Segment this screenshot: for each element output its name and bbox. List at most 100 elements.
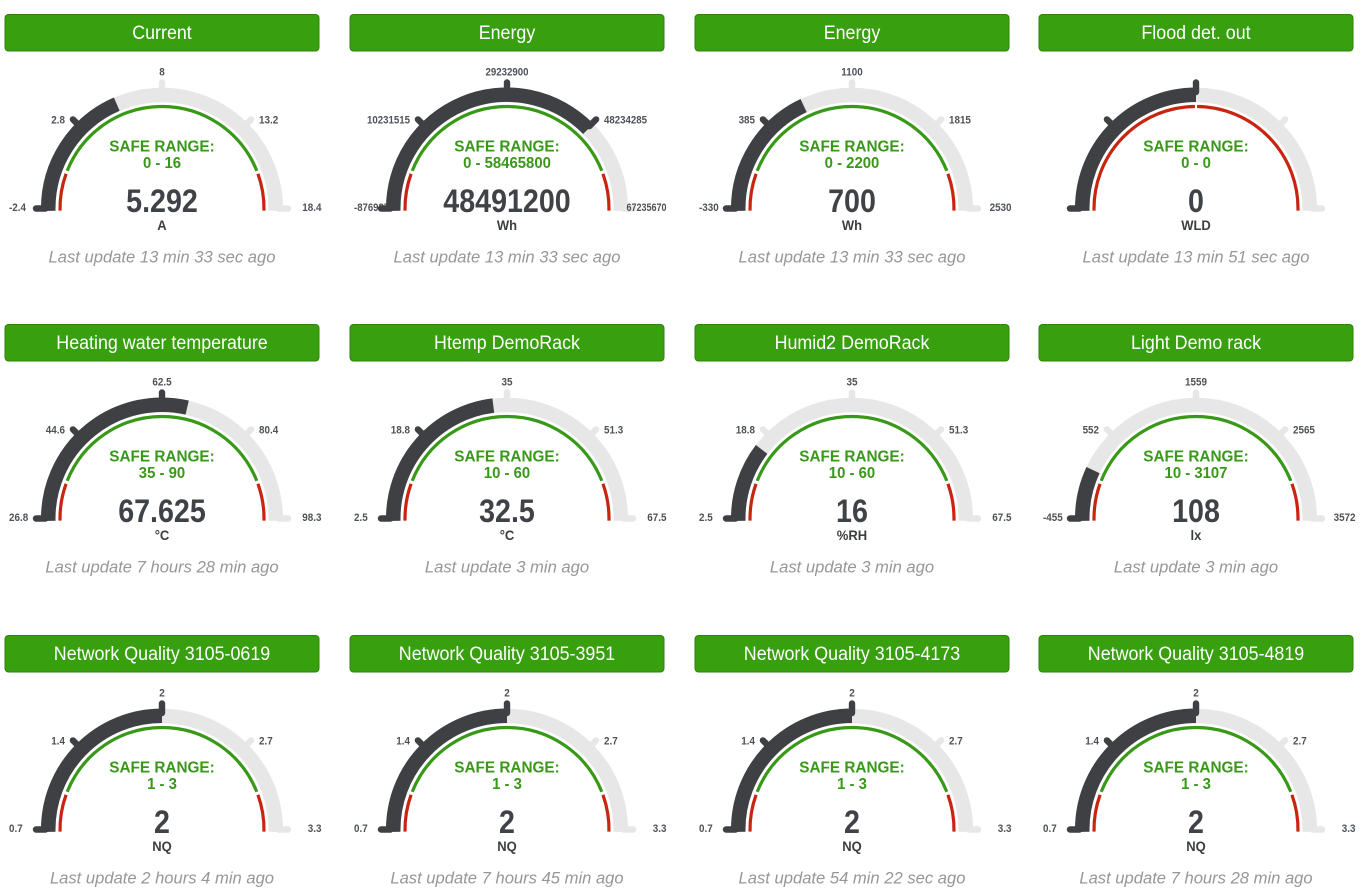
svg-text:3.3: 3.3 — [997, 823, 1011, 835]
svg-text:2.5: 2.5 — [699, 512, 713, 524]
svg-text:10 - 60: 10 - 60 — [828, 465, 874, 482]
svg-text:Last update 13 min 33 sec ago: Last update 13 min 33 sec ago — [49, 247, 276, 266]
svg-text:°C: °C — [500, 527, 515, 543]
svg-text:67.5: 67.5 — [992, 512, 1011, 524]
svg-text:1.4: 1.4 — [741, 735, 755, 747]
svg-text:NQ: NQ — [153, 838, 173, 854]
svg-text:80.4: 80.4 — [259, 425, 279, 437]
svg-text:1.4: 1.4 — [396, 735, 410, 747]
svg-text:SAFE RANGE:: SAFE RANGE: — [454, 449, 560, 466]
svg-text:A: A — [158, 217, 167, 233]
svg-text:1100: 1100 — [841, 66, 862, 78]
svg-text:°C: °C — [155, 527, 170, 543]
svg-text:5.292: 5.292 — [126, 182, 198, 218]
svg-text:0.7: 0.7 — [354, 823, 368, 835]
svg-text:Last update 13 min 51 sec ago: Last update 13 min 51 sec ago — [1083, 247, 1310, 266]
svg-text:2.7: 2.7 — [259, 735, 273, 747]
svg-text:Last update 7 hours 28 min ago: Last update 7 hours 28 min ago — [46, 558, 279, 577]
svg-text:2.7: 2.7 — [604, 735, 618, 747]
svg-text:10231515: 10231515 — [367, 114, 410, 126]
svg-text:Wh: Wh — [497, 217, 517, 233]
svg-text:0 - 0: 0 - 0 — [1181, 155, 1211, 172]
svg-text:2.7: 2.7 — [1293, 735, 1307, 747]
svg-text:Network Quality 3105-0619: Network Quality 3105-0619 — [54, 644, 270, 665]
svg-text:Network Quality 3105-4819: Network Quality 3105-4819 — [1088, 644, 1304, 665]
svg-text:2: 2 — [849, 687, 855, 699]
svg-text:51.3: 51.3 — [949, 425, 968, 437]
svg-text:35: 35 — [846, 377, 857, 389]
svg-text:0.7: 0.7 — [9, 823, 23, 835]
svg-text:NQ: NQ — [842, 838, 862, 854]
svg-text:NQ: NQ — [1187, 838, 1207, 854]
svg-text:Humid2 DemoRack: Humid2 DemoRack — [774, 333, 929, 354]
svg-text:Energy: Energy — [823, 23, 880, 44]
svg-text:Last update 2 hours 4 min ago: Last update 2 hours 4 min ago — [50, 868, 274, 887]
svg-text:SAFE RANGE:: SAFE RANGE: — [454, 138, 560, 155]
svg-text:Wh: Wh — [842, 217, 862, 233]
svg-text:Light Demo rack: Light Demo rack — [1131, 333, 1261, 354]
svg-text:2.7: 2.7 — [949, 735, 963, 747]
svg-text:18.4: 18.4 — [303, 202, 323, 214]
svg-text:552: 552 — [1083, 425, 1099, 437]
svg-text:SAFE RANGE:: SAFE RANGE: — [1144, 759, 1250, 776]
svg-text:1815: 1815 — [949, 114, 971, 126]
svg-text:32.5: 32.5 — [479, 493, 535, 529]
svg-text:-455: -455 — [1043, 512, 1063, 524]
svg-text:Last update 3 min ago: Last update 3 min ago — [770, 558, 934, 577]
svg-text:%RH: %RH — [836, 527, 866, 543]
svg-text:1 - 3: 1 - 3 — [1181, 776, 1211, 793]
svg-text:18.8: 18.8 — [735, 425, 754, 437]
svg-text:35 - 90: 35 - 90 — [139, 465, 185, 482]
svg-text:Last update 13 min 33 sec ago: Last update 13 min 33 sec ago — [394, 247, 621, 266]
svg-text:700: 700 — [828, 182, 876, 218]
svg-text:0.7: 0.7 — [699, 823, 713, 835]
svg-text:1559: 1559 — [1185, 377, 1207, 389]
svg-text:2530: 2530 — [989, 202, 1011, 214]
svg-text:2: 2 — [1194, 687, 1200, 699]
svg-text:1 - 3: 1 - 3 — [492, 776, 522, 793]
svg-text:8: 8 — [160, 66, 166, 78]
svg-text:35: 35 — [502, 377, 513, 389]
svg-text:NQ: NQ — [497, 838, 517, 854]
svg-text:2: 2 — [1188, 804, 1204, 840]
svg-text:SAFE RANGE:: SAFE RANGE: — [110, 138, 216, 155]
svg-text:67.5: 67.5 — [647, 512, 666, 524]
svg-text:2: 2 — [504, 687, 510, 699]
svg-text:26.8: 26.8 — [9, 512, 28, 524]
svg-text:-330: -330 — [699, 202, 719, 214]
svg-text:Current: Current — [133, 23, 193, 44]
svg-text:108: 108 — [1172, 493, 1220, 529]
svg-text:1 - 3: 1 - 3 — [837, 776, 867, 793]
svg-text:2: 2 — [499, 804, 515, 840]
svg-text:3572: 3572 — [1334, 512, 1356, 524]
svg-text:2: 2 — [154, 804, 170, 840]
svg-text:Energy: Energy — [479, 23, 536, 44]
svg-text:67.625: 67.625 — [119, 493, 207, 529]
svg-text:0 - 2200: 0 - 2200 — [824, 155, 879, 172]
svg-text:2.8: 2.8 — [52, 114, 66, 126]
svg-text:Last update 7 hours 45 min ago: Last update 7 hours 45 min ago — [390, 868, 623, 887]
svg-text:18.8: 18.8 — [391, 425, 410, 437]
svg-text:Htemp DemoRack: Htemp DemoRack — [434, 333, 580, 354]
svg-text:Network Quality 3105-3951: Network Quality 3105-3951 — [399, 644, 615, 665]
svg-text:3.3: 3.3 — [1342, 823, 1356, 835]
svg-text:2: 2 — [844, 804, 860, 840]
svg-text:2: 2 — [160, 687, 166, 699]
svg-text:2.5: 2.5 — [354, 512, 368, 524]
svg-text:Last update 3 min ago: Last update 3 min ago — [1114, 558, 1278, 577]
svg-text:-2.4: -2.4 — [9, 202, 27, 214]
svg-text:0: 0 — [1188, 182, 1204, 218]
svg-text:0.7: 0.7 — [1043, 823, 1057, 835]
svg-text:3.3: 3.3 — [308, 823, 322, 835]
svg-text:29232900: 29232900 — [486, 66, 529, 78]
svg-text:44.6: 44.6 — [46, 425, 65, 437]
svg-text:SAFE RANGE:: SAFE RANGE: — [110, 449, 216, 466]
svg-text:Last update 13 min 33 sec ago: Last update 13 min 33 sec ago — [738, 247, 965, 266]
svg-text:0 - 58465800: 0 - 58465800 — [463, 155, 551, 172]
svg-text:98.3: 98.3 — [303, 512, 322, 524]
svg-text:Last update 7 hours 28 min ago: Last update 7 hours 28 min ago — [1080, 868, 1313, 887]
svg-text:Network Quality 3105-4173: Network Quality 3105-4173 — [743, 644, 959, 665]
svg-text:16: 16 — [836, 493, 868, 529]
svg-text:67235670: 67235670 — [627, 202, 667, 214]
svg-text:0 - 16: 0 - 16 — [143, 155, 181, 172]
